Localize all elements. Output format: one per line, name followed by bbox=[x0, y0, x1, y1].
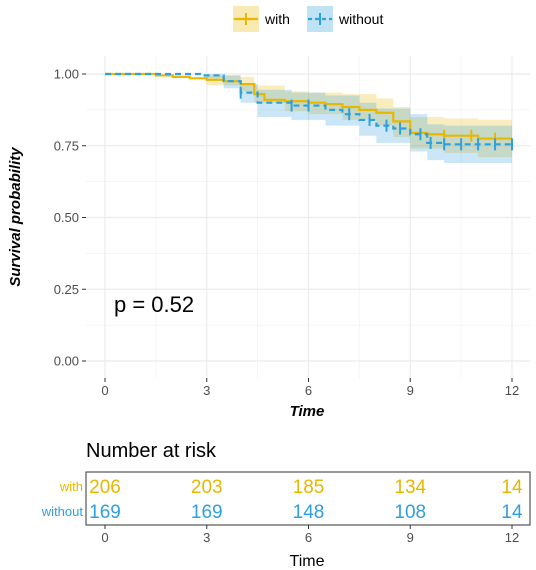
confidence-band-without bbox=[105, 74, 512, 163]
risk-x-tick-label: 12 bbox=[505, 530, 519, 545]
risk-row-label-with: with bbox=[59, 479, 83, 494]
x-tick-label: 3 bbox=[203, 383, 210, 398]
x-axis-title: Time bbox=[290, 403, 325, 420]
y-tick-label: 0.50 bbox=[54, 210, 79, 225]
x-tick-label: 0 bbox=[101, 383, 108, 398]
survival-plot-axes: 0 3 6 9 12 0.00 0.25 0.50 0.75 1.00 bbox=[54, 67, 520, 399]
risk-count-without: 148 bbox=[293, 502, 325, 523]
risk-x-tick-label: 3 bbox=[203, 530, 210, 545]
legend: with without bbox=[233, 6, 383, 32]
risk-x-tick-label: 6 bbox=[305, 530, 312, 545]
risk-x-tick-label: 9 bbox=[407, 530, 414, 545]
y-tick-label: 0.75 bbox=[54, 138, 79, 153]
legend-label-without: without bbox=[338, 11, 383, 27]
y-tick-label: 0.00 bbox=[54, 354, 79, 369]
risk-count-without: 108 bbox=[394, 502, 426, 523]
risk-row-label-without: without bbox=[41, 504, 84, 519]
risk-table: with 206 203 185 134 14 without 169 169 148 108 14 0… bbox=[41, 471, 531, 545]
y-axis-title: Survival probability bbox=[7, 147, 24, 287]
y-tick-label: 0.25 bbox=[54, 282, 79, 297]
risk-count-with: 206 bbox=[89, 477, 121, 498]
legend-label-with: with bbox=[264, 11, 290, 27]
risk-count-with: 203 bbox=[191, 477, 223, 498]
risk-x-tick-label: 0 bbox=[101, 530, 108, 545]
risk-count-with: 134 bbox=[394, 477, 426, 498]
y-tick-label: 1.00 bbox=[54, 67, 79, 82]
risk-count-with: 185 bbox=[293, 477, 325, 498]
p-value-annotation: p = 0.52 bbox=[114, 292, 194, 317]
risk-count-without: 169 bbox=[89, 502, 121, 523]
x-tick-label: 12 bbox=[505, 383, 519, 398]
x-tick-label: 6 bbox=[305, 383, 312, 398]
risk-count-without: 14 bbox=[501, 502, 523, 523]
risk-count-without: 169 bbox=[191, 502, 223, 523]
risk-table-title: Number at risk bbox=[86, 440, 217, 462]
risk-table-x-axis-title: Time bbox=[290, 553, 325, 570]
survival-plot-panel bbox=[86, 56, 530, 378]
risk-table-background bbox=[86, 472, 530, 525]
x-tick-label: 9 bbox=[407, 383, 414, 398]
confidence-band-with bbox=[105, 74, 512, 158]
risk-count-with: 14 bbox=[501, 477, 523, 498]
survival-curve-without bbox=[105, 72, 512, 146]
